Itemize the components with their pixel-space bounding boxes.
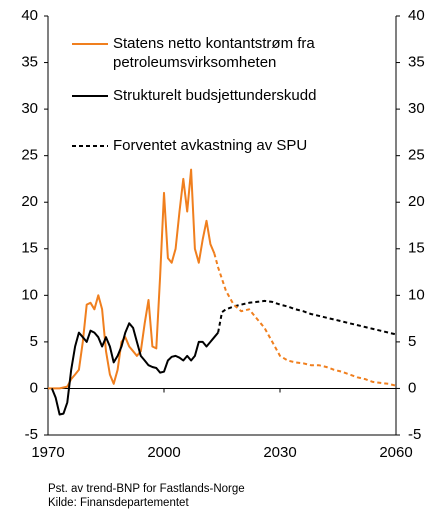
- y2-tick-label: 15: [408, 240, 425, 257]
- y2-tick-label: -5: [408, 426, 421, 443]
- legend-label: Statens netto kontantstrøm fra petroleum…: [113, 35, 315, 71]
- y2-tick-label: 10: [408, 286, 425, 303]
- y2-tick-label: 20: [408, 193, 425, 210]
- y-tick-label: 30: [21, 100, 38, 117]
- y2-tick-label: 0: [408, 379, 416, 396]
- y-tick-label: 35: [21, 54, 38, 71]
- series-line: [50, 322, 219, 416]
- y2-tick-label: 35: [408, 54, 425, 71]
- y2-tick-label: 30: [408, 100, 425, 117]
- y-tick-label: -5: [25, 426, 38, 443]
- x-tick-label: 2030: [263, 444, 296, 461]
- series-line: [48, 168, 216, 390]
- legend-label: Forventet avkastning av SPU: [113, 137, 308, 154]
- note: Pst. av trend-BNP for Fastlands-Norge: [48, 483, 245, 495]
- y-tick-label: 0: [30, 379, 38, 396]
- series-line: [217, 299, 397, 336]
- y-tick-label: 5: [30, 333, 38, 350]
- note: Kilde: Finansdepartementet: [48, 497, 189, 509]
- legend-label: Strukturelt budsjettunderskudd: [113, 87, 317, 104]
- y-tick-label: 40: [21, 7, 38, 24]
- y-tick-label: 25: [21, 147, 38, 164]
- x-tick-label: 2000: [147, 444, 180, 461]
- y2-tick-label: 25: [408, 147, 425, 164]
- y-tick-label: 10: [21, 286, 38, 303]
- y2-tick-label: 5: [408, 333, 416, 350]
- y-tick-label: 15: [21, 240, 38, 257]
- x-tick-label: 2060: [379, 444, 412, 461]
- series-line: [213, 253, 397, 387]
- y2-tick-label: 40: [408, 7, 425, 24]
- x-tick-label: 1970: [31, 444, 64, 461]
- y-tick-label: 20: [21, 193, 38, 210]
